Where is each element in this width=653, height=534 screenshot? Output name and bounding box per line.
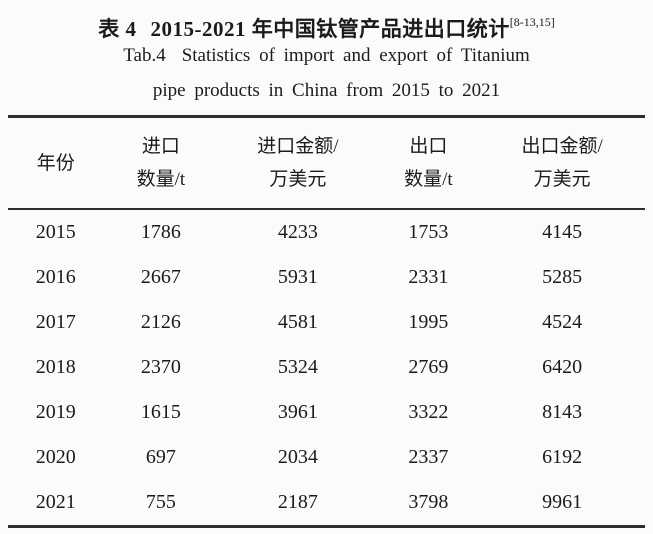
value-cell: 1615 [140, 401, 181, 423]
value-cell: 1753 [408, 221, 449, 243]
value-cell: 697 [145, 446, 176, 468]
header-export-value-line1: 出口金额/ [521, 136, 603, 157]
year-cell: 2017 [35, 311, 76, 333]
value-cell: 9961 [542, 491, 583, 513]
table-header: 年份 进口 数量/t 进口金额/ 万美元 出口 数量/t 出口金额/ 万美元 [8, 116, 645, 210]
header-import-quantity: 进口 数量/t [103, 116, 219, 210]
table-caption-en-line2: pipe products in China from 2015 to 2021 [152, 80, 501, 101]
value-cell: 2126 [140, 311, 181, 333]
table-caption-zh: 表 4 2015-2021 年中国钛管产品进出口统计[8-13,15] [0, 6, 653, 45]
value-cell: 2667 [140, 266, 181, 288]
header-import-quantity-line1: 进口 [141, 136, 180, 157]
table-row: 2021 755 2187 3798 9961 [8, 480, 645, 527]
table-body: 2015 1786 4233 1753 4145 2016 2667 5931 2331 5285… [8, 209, 645, 527]
value-cell: 3961 [277, 401, 318, 423]
table-row: 2017 2126 4581 1995 4524 [8, 300, 645, 345]
value-cell: 4145 [542, 221, 583, 243]
value-cell: 8143 [542, 401, 583, 423]
table-row: 2016 2667 5931 2331 5285 [8, 255, 645, 300]
year-cell: 2020 [35, 446, 76, 468]
value-cell: 2034 [277, 446, 318, 468]
year-cell: 2018 [35, 356, 76, 378]
year-cell: 2016 [35, 266, 76, 288]
value-cell: 6420 [542, 356, 583, 378]
header-import-value-line2: 万美元 [269, 169, 327, 190]
value-cell: 4524 [542, 311, 583, 333]
table-title-en: Statistics of import and export of Titan… [181, 45, 530, 66]
value-cell: 1786 [140, 221, 181, 243]
year-cell: 2019 [35, 401, 76, 423]
value-cell: 755 [145, 491, 176, 513]
value-cell: 5324 [277, 356, 318, 378]
import-export-table: 年份 进口 数量/t 进口金额/ 万美元 出口 数量/t 出口金额/ 万美元 [8, 115, 645, 528]
table-row: 2020 697 2034 2337 6192 [8, 435, 645, 480]
table-row: 2018 2370 5324 2769 6420 [8, 345, 645, 390]
header-export-quantity-line1: 出口 [409, 136, 448, 157]
value-cell: 1995 [408, 311, 449, 333]
header-export-value-line2: 万美元 [533, 169, 591, 190]
value-cell: 6192 [542, 446, 583, 468]
value-cell: 5931 [277, 266, 318, 288]
table-title-zh: 2015-2021 年中国钛管产品进出口统计 [150, 17, 510, 41]
table-row: 2019 1615 3961 3322 8143 [8, 390, 645, 435]
year-cell: 2015 [35, 221, 76, 243]
year-cell: 2021 [35, 491, 76, 513]
value-cell: 3322 [408, 401, 449, 423]
header-export-quantity-line2: 数量/t [404, 169, 453, 190]
value-cell: 2337 [408, 446, 449, 468]
header-year-label: 年份 [36, 152, 75, 174]
header-row: 年份 进口 数量/t 进口金额/ 万美元 出口 数量/t 出口金额/ 万美元 [8, 116, 645, 210]
value-cell: 2370 [140, 356, 181, 378]
header-import-value: 进口金额/ 万美元 [218, 116, 378, 210]
header-export-quantity: 出口 数量/t [377, 116, 480, 210]
table-number-en: Tab.4 [123, 45, 166, 66]
header-year: 年份 [8, 116, 104, 210]
value-cell: 2187 [277, 491, 318, 513]
table-number-zh: 表 4 [98, 17, 137, 41]
value-cell: 3798 [408, 491, 449, 513]
header-export-value: 出口金额/ 万美元 [479, 116, 645, 210]
header-import-quantity-line2: 数量/t [136, 169, 186, 190]
value-cell: 4581 [277, 311, 318, 333]
value-cell: 5285 [542, 266, 583, 288]
table-caption-en-line1: Tab.4 Statistics of import and export of … [0, 41, 653, 71]
value-cell: 2331 [408, 266, 449, 288]
table-row: 2015 1786 4233 1753 4145 [8, 209, 645, 255]
header-import-value-line1: 进口金额/ [257, 136, 339, 157]
value-cell: 4233 [277, 221, 318, 243]
citation-superscript: [8-13,15] [509, 15, 555, 29]
value-cell: 2769 [408, 356, 449, 378]
